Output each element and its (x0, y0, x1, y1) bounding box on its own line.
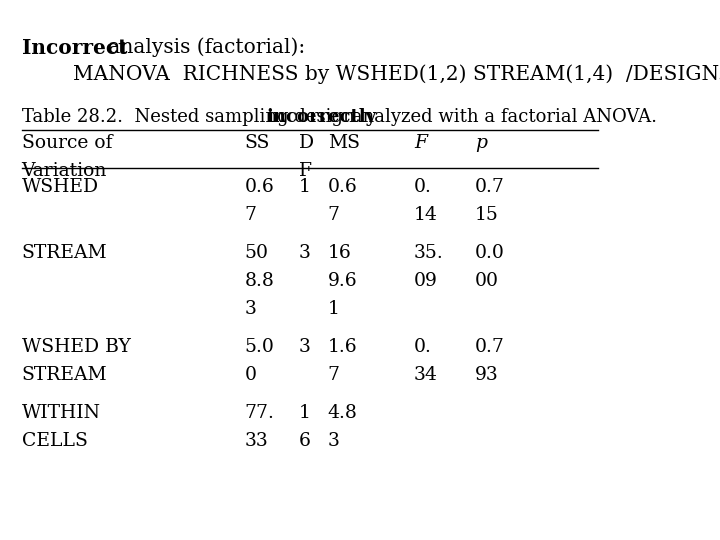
Text: 7: 7 (328, 366, 340, 384)
Text: 1: 1 (328, 300, 339, 318)
Text: 1: 1 (299, 404, 310, 422)
Text: analysis (factorial):: analysis (factorial): (102, 38, 305, 57)
Text: 0.: 0. (414, 178, 432, 196)
Text: Variation: Variation (22, 162, 107, 180)
Text: F: F (414, 134, 427, 152)
Text: 0.6: 0.6 (245, 178, 274, 196)
Text: 4.8: 4.8 (328, 404, 357, 422)
Text: 16: 16 (328, 244, 351, 262)
Text: 1.6: 1.6 (328, 338, 357, 356)
Text: 14: 14 (414, 206, 438, 224)
Text: 9.6: 9.6 (328, 272, 357, 290)
Text: analyzed with a factorial ANOVA.: analyzed with a factorial ANOVA. (346, 108, 657, 126)
Text: 93: 93 (475, 366, 499, 384)
Text: 1: 1 (299, 178, 310, 196)
Text: Incorrect: Incorrect (22, 38, 127, 58)
Text: STREAM: STREAM (22, 366, 107, 384)
Text: 7: 7 (245, 206, 257, 224)
Text: 3: 3 (299, 338, 310, 356)
Text: 34: 34 (414, 366, 438, 384)
Text: 7: 7 (328, 206, 340, 224)
Text: 0.0: 0.0 (475, 244, 505, 262)
Text: 0.7: 0.7 (475, 178, 505, 196)
Text: WSHED BY: WSHED BY (22, 338, 130, 356)
Text: WSHED: WSHED (22, 178, 99, 196)
Text: D: D (299, 134, 314, 152)
Text: 35.: 35. (414, 244, 444, 262)
Text: p: p (475, 134, 487, 152)
Text: SS: SS (245, 134, 270, 152)
Text: incorrectly: incorrectly (266, 108, 377, 126)
Text: MANOVA  RICHNESS by WSHED(1,2) STREAM(1,4)  /DESIGN.: MANOVA RICHNESS by WSHED(1,2) STREAM(1,4… (22, 65, 720, 84)
Text: 77.: 77. (245, 404, 274, 422)
Text: 6: 6 (299, 432, 310, 450)
Text: STREAM: STREAM (22, 244, 107, 262)
Text: 15: 15 (475, 206, 499, 224)
Text: 09: 09 (414, 272, 438, 290)
Text: 00: 00 (475, 272, 499, 290)
Text: 3: 3 (328, 432, 339, 450)
Text: Source of: Source of (22, 134, 112, 152)
Text: 8.8: 8.8 (245, 272, 274, 290)
Text: WITHIN: WITHIN (22, 404, 101, 422)
Text: 3: 3 (299, 244, 310, 262)
Text: Table 28.2.  Nested sampling design: Table 28.2. Nested sampling design (22, 108, 360, 126)
Text: 0.7: 0.7 (475, 338, 505, 356)
Text: 0.: 0. (414, 338, 432, 356)
Text: CELLS: CELLS (22, 432, 87, 450)
Text: F: F (299, 162, 312, 180)
Text: 5.0: 5.0 (245, 338, 274, 356)
Text: 50: 50 (245, 244, 269, 262)
Text: 33: 33 (245, 432, 269, 450)
Text: 3: 3 (245, 300, 256, 318)
Text: 0.6: 0.6 (328, 178, 357, 196)
Text: MS: MS (328, 134, 359, 152)
Text: 0: 0 (245, 366, 257, 384)
